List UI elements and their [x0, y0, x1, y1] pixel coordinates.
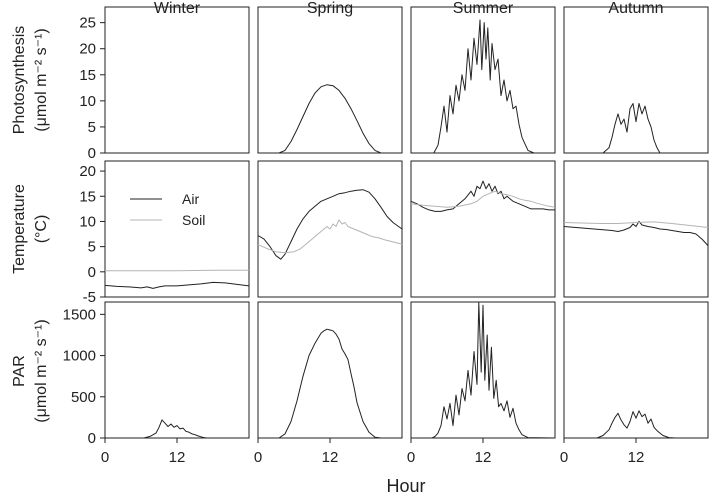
series-line-air-photosynthesis-autumn [564, 103, 708, 154]
panel-frame-par-winter [104, 301, 250, 439]
series-line-soil-temperature-autumn [563, 221, 709, 228]
x-tick-label: 0 [254, 449, 262, 466]
panel-frame-photosynthesis-spring [257, 6, 403, 154]
x-tick-label: 12 [169, 449, 186, 466]
series-line-soil-temperature-spring [257, 219, 403, 254]
x-axis-label: Hour [386, 476, 425, 495]
series-line-air-par-summer [411, 302, 556, 439]
series-line-soil-temperature-winter [105, 269, 249, 272]
panel-frame-temperature-summer [410, 160, 556, 298]
y-tick-label-photosynthesis: 0 [88, 145, 96, 162]
y-tick-label-photosynthesis: 15 [79, 67, 96, 84]
y-tick-label-photosynthesis: 25 [79, 15, 96, 32]
panel-frame-temperature-autumn [563, 160, 709, 298]
series-line-air-photosynthesis-spring [258, 84, 402, 154]
y-axis-label-photosynthesis-line2: (μmol m⁻² s⁻¹) [33, 28, 50, 131]
x-tick-label: 0 [407, 449, 415, 466]
series-line-air-par-autumn [564, 410, 708, 439]
x-tick-label: 0 [560, 449, 568, 466]
y-tick-label-par: 0 [88, 430, 96, 447]
series-line-air-temperature-spring [257, 189, 403, 260]
series-line-air-photosynthesis-summer [411, 19, 555, 154]
y-tick-label-photosynthesis: 5 [88, 119, 96, 136]
column-title-summer: Summer [453, 0, 514, 17]
series-line-air-par-winter [105, 419, 249, 439]
series-line-soil-temperature-summer [410, 190, 556, 208]
legend-label-air: Air [182, 191, 199, 207]
y-axis-label-photosynthesis-line1: Photosynthesis [11, 26, 28, 135]
y-axis-label-temperature-line1: Temperature [11, 184, 28, 274]
series-line-air-temperature-summer [410, 180, 555, 212]
y-tick-label-temperature: 5 [88, 239, 96, 256]
y-tick-label-photosynthesis: 20 [79, 41, 96, 58]
panel-frame-temperature-winter [104, 160, 250, 298]
x-tick-label: 12 [628, 449, 645, 466]
y-tick-label-temperature: 15 [79, 188, 96, 205]
x-tick-label: 12 [475, 449, 492, 466]
series-line-air-temperature-autumn [563, 220, 709, 246]
y-axis-label-temperature-line2: (°C) [33, 215, 50, 244]
panels-layer [104, 6, 709, 439]
y-axis-label-par-line2: (μmol m⁻² s⁻¹) [33, 319, 50, 422]
x-tick-label: 0 [101, 449, 109, 466]
y-tick-label-temperature: 10 [79, 213, 96, 230]
panel-frame-photosynthesis-summer [410, 6, 556, 154]
y-tick-label-temperature: 20 [79, 163, 96, 180]
x-tick-label: 12 [322, 449, 339, 466]
y-tick-label-photosynthesis: 10 [79, 93, 96, 110]
y-tick-label-par: 1500 [63, 306, 96, 323]
legend-label-soil: Soil [182, 212, 205, 228]
labels-layer: Hour Winter Spring Summer Autumn Photosynthe… [11, 0, 664, 495]
y-tick-label-temperature: -5 [83, 289, 96, 306]
series-line-air-temperature-winter [104, 281, 250, 289]
series-line-air-par-spring [258, 328, 402, 439]
panel-frame-par-spring [257, 301, 403, 439]
column-title-winter: Winter [154, 0, 201, 17]
y-axis-label-par-line1: PAR [11, 355, 28, 387]
panel-frame-photosynthesis-autumn [563, 6, 709, 154]
column-title-spring: Spring [307, 0, 353, 17]
y-tick-label-par: 500 [71, 389, 96, 406]
y-tick-label-temperature: 0 [88, 264, 96, 281]
column-title-autumn: Autumn [608, 0, 663, 17]
y-tick-label-par: 1000 [63, 348, 96, 365]
panel-frame-photosynthesis-winter [104, 6, 250, 154]
